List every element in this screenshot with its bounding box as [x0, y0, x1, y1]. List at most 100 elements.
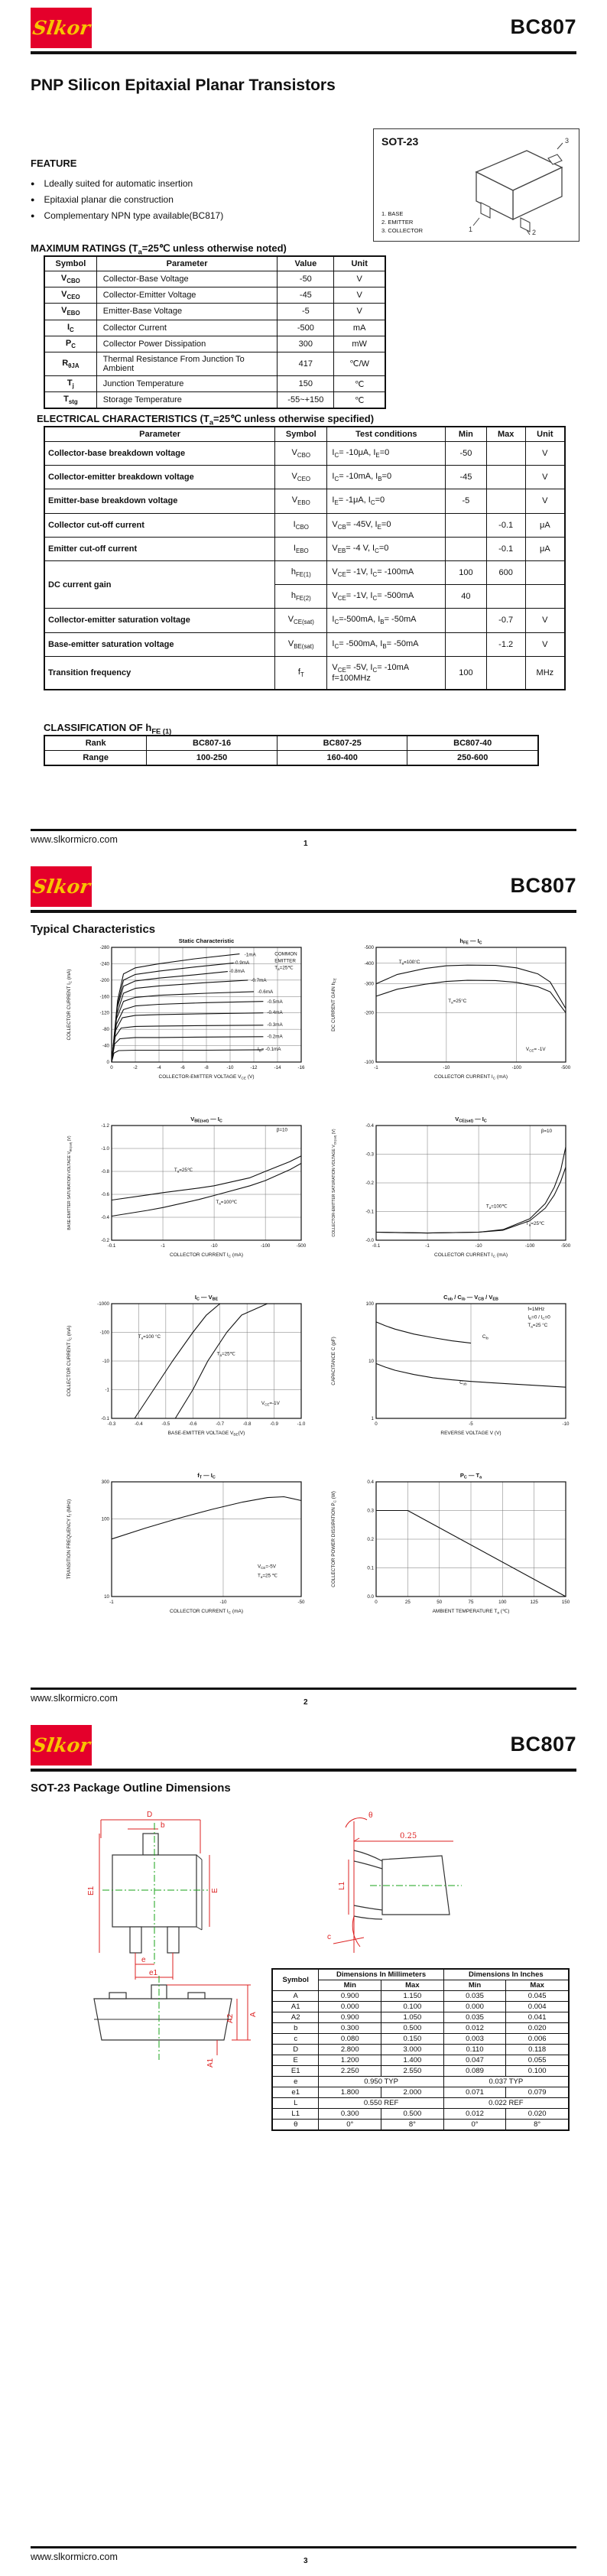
unit-cell: ℃	[333, 375, 386, 393]
inch-max-cell: 0.020	[505, 2022, 570, 2034]
svg-text:COLLECTOR CURRENT IC (mA): COLLECTOR CURRENT IC (mA)	[434, 1252, 508, 1259]
unit-cell	[524, 584, 566, 609]
conditions-cell: VCE= -5V, IC= -10mA f=100MHz	[326, 655, 446, 690]
svg-text:-40: -40	[102, 1044, 110, 1049]
feature-item: ● Complementary NPN type available(BC817)	[31, 210, 359, 221]
svg-text:0.4: 0.4	[367, 1480, 374, 1485]
mm-span-cell: 0.550 REF	[318, 2097, 444, 2109]
series-IB=-0.3mA	[111, 1025, 264, 1063]
chart-svg-ft-ic: fT — IC -1 -10 -50 10 100 300 VCE=-5V Ta=25 ℃ COL…	[67, 1472, 305, 1615]
unit-cell: μA	[524, 512, 566, 538]
svg-text:-100: -100	[365, 1060, 375, 1065]
symbol-cell: VBE(sat)	[274, 632, 328, 657]
table-row: Tj Junction Temperature 150 ℃	[44, 375, 386, 393]
page-3: Slkor BC807 SOT-23 Package Outline Dimen…	[0, 1717, 607, 2576]
svg-text:0: 0	[110, 1065, 113, 1070]
pin-label: 2. EMITTER	[381, 219, 414, 226]
table-row: b 0.300 0.500 0.012 0.020	[271, 2022, 570, 2034]
svg-text:-500: -500	[561, 1065, 571, 1070]
svg-text:-0.5: -0.5	[162, 1421, 170, 1427]
unit-cell: mA	[333, 319, 386, 336]
outline-side-view: θ 0.25 L1 c	[327, 1811, 462, 1953]
series-Ta=25C	[174, 1303, 268, 1419]
table-row: PC Collector Power Dissipation 300 mW	[44, 335, 386, 352]
table-header-row: Symbol Parameter Value Unit	[44, 255, 386, 271]
table-row: e1 1.800 2.000 0.071 0.079	[271, 2087, 570, 2098]
table-row: L1 0.300 0.500 0.012 0.020	[271, 2108, 570, 2120]
inch-min-cell: 0.000	[443, 2001, 507, 2012]
svg-text:-0.1: -0.1	[101, 1416, 109, 1421]
column-header: Test conditions	[326, 426, 446, 442]
max-ratings-table: Symbol Parameter Value Unit VCBO Collector-Ba…	[44, 255, 386, 410]
chart-annotation: -0.2mA	[267, 1035, 283, 1040]
dim-label-e: e	[141, 1956, 146, 1964]
svg-text:0: 0	[375, 1421, 378, 1427]
chart-annotation: -1mA	[245, 952, 257, 957]
svg-text:25: 25	[405, 1600, 411, 1605]
svg-text:Static Characteristic: Static Characteristic	[179, 937, 235, 944]
conditions-cell: IC= -500mA, IB= -50mA	[326, 632, 446, 657]
svg-text:300: 300	[102, 1480, 110, 1485]
svg-text:-280: -280	[100, 945, 110, 950]
svg-text:-12: -12	[251, 1065, 258, 1070]
mm-max-cell: 2.000	[381, 2087, 444, 2098]
series-Ta=25C	[111, 1155, 302, 1201]
series-Ta=100C	[375, 964, 566, 1009]
symbol-cell: Tj	[44, 375, 97, 393]
unit-cell: V	[333, 287, 386, 304]
series-IB=-0.4mA	[111, 1012, 264, 1063]
table-row: D 2.800 3.000 0.110 0.118	[271, 2044, 570, 2055]
parameter-cell: Junction Temperature	[96, 375, 278, 393]
mm-min-cell: 0°	[318, 2119, 382, 2131]
value-cell: -55~+150	[277, 391, 335, 409]
conditions-cell: VCE= -1V, IC= -100mA	[326, 560, 446, 586]
series-Ta=25C	[375, 1167, 566, 1234]
symbol-cell: fT	[274, 655, 328, 690]
value-cell: -5	[277, 303, 335, 320]
mm-min-cell: 1.800	[318, 2087, 382, 2098]
class-cell: BC807-16	[146, 735, 278, 751]
svg-text:-500: -500	[297, 1243, 307, 1249]
series-IB=-0.1mA	[111, 1049, 264, 1063]
parameter-cell: Base-emitter saturation voltage	[44, 632, 276, 657]
pin-legend: 1. BASE 2. EMITTER 3. COLLECTOR	[381, 210, 423, 235]
chart-annotation: -0.3mA	[267, 1022, 283, 1028]
svg-text:-500: -500	[561, 1243, 571, 1249]
chart-annotation: Ta=25℃	[217, 1352, 235, 1358]
svg-text:AMBIENT TEMPERATURE Ta (℃): AMBIENT TEMPERATURE Ta (℃)	[433, 1609, 510, 1615]
pin-label: 1. BASE	[381, 210, 404, 217]
unit-cell: ℃	[333, 391, 386, 409]
svg-text:10: 10	[368, 1359, 374, 1364]
svg-text:-80: -80	[102, 1027, 110, 1032]
svg-text:-500: -500	[365, 945, 375, 950]
mm-min-cell: 0.900	[318, 2012, 382, 2023]
parameter-cell: Transition frequency	[44, 655, 276, 690]
chart-annotation: Ta=25°C	[448, 998, 467, 1005]
bullet-icon: ●	[31, 196, 35, 203]
parameter-cell: Emitter cut-off current	[44, 536, 276, 561]
unit-cell: V	[524, 489, 566, 514]
page-header: Slkor BC807	[31, 865, 576, 909]
parameter-cell: Collector-Emitter Voltage	[96, 287, 278, 304]
series-Cob	[375, 1363, 566, 1388]
feature-item: ● Ldeally suited for automatic insertion	[31, 178, 359, 189]
svg-text:3: 3	[565, 137, 569, 145]
bullet-icon: ●	[31, 180, 35, 187]
column-header: Min	[318, 1980, 382, 1991]
table-row: Collector-emitter saturation voltage VCE(…	[44, 608, 566, 633]
page-number: 2	[304, 1698, 308, 1707]
inch-span-cell: 0.037 TYP	[443, 2076, 570, 2087]
svg-text:1: 1	[469, 226, 472, 233]
bullet-icon: ●	[31, 212, 35, 219]
symbol-cell: L1	[271, 2108, 320, 2120]
column-header: Max	[381, 1980, 444, 1991]
package-box: SOT-23 3 1 2 1. BASE 2. EMITTER 3. COLLE…	[373, 128, 579, 242]
value-cell: 417	[277, 351, 335, 376]
max-cell	[485, 489, 526, 514]
max-cell	[485, 655, 526, 690]
website: www.slkormicro.com	[31, 1693, 118, 1704]
svg-text:-10: -10	[219, 1600, 227, 1605]
table-row: L 0.550 REF 0.022 REF	[271, 2097, 570, 2109]
svg-text:-0.6: -0.6	[101, 1192, 109, 1197]
outline-front-view: A2 A A1	[93, 1976, 258, 2068]
